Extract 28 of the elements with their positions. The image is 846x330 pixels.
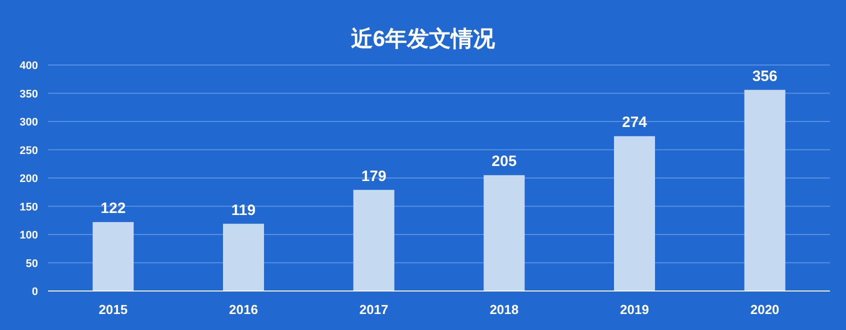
y-tick-label: 50: [26, 258, 38, 270]
y-tick-label: 400: [20, 60, 38, 72]
data-label: 179: [361, 168, 386, 185]
data-label: 274: [622, 114, 648, 132]
x-tick-label: 2017: [359, 302, 388, 317]
data-label: 356: [752, 68, 778, 85]
y-tick-label: 150: [20, 201, 38, 214]
y-tick-label: 0: [32, 286, 38, 298]
x-tick-label: 2015: [98, 302, 128, 317]
y-tick-label: 100: [20, 230, 38, 242]
y-tick-label: 350: [20, 88, 38, 100]
bar: [353, 190, 394, 291]
bar: [744, 90, 786, 291]
x-tick-label: 2019: [620, 302, 649, 317]
data-label: 122: [100, 200, 126, 218]
chart-title: 近6年发文情况: [350, 26, 496, 51]
data-label: 205: [492, 153, 517, 170]
bar: [614, 136, 655, 291]
x-tick-label: 2020: [750, 302, 780, 317]
bar: [484, 175, 525, 291]
x-tick-label: 2018: [490, 302, 519, 317]
data-label: 119: [231, 202, 256, 219]
bar: [92, 222, 134, 291]
y-tick-label: 200: [20, 173, 38, 185]
y-tick-label: 300: [20, 116, 38, 128]
y-tick-label: 250: [20, 144, 38, 157]
x-tick-label: 2016: [229, 302, 258, 317]
bar: [223, 224, 264, 291]
